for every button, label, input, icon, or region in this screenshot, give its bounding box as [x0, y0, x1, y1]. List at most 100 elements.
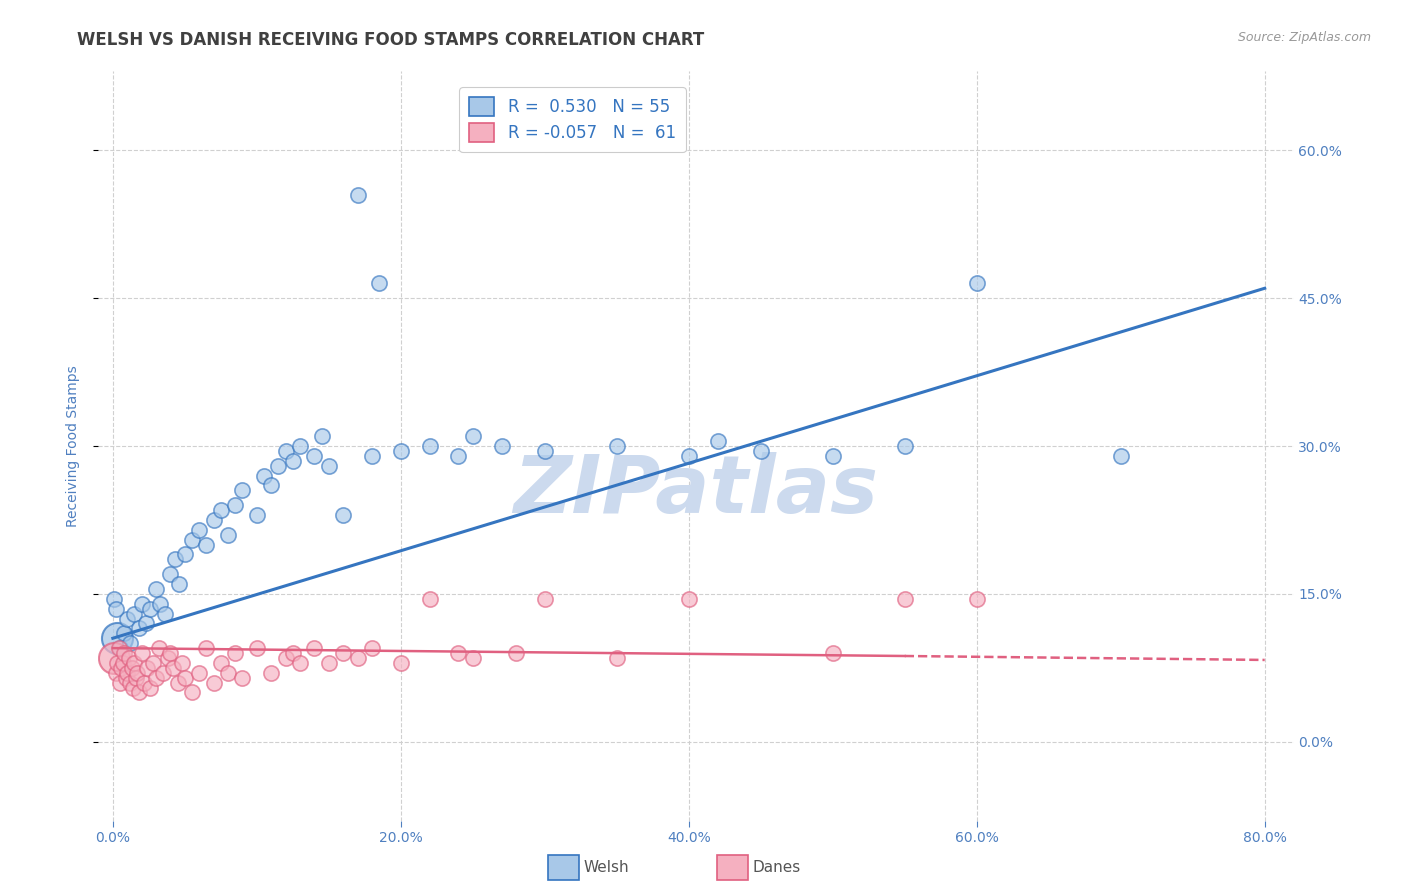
Point — [127, 665, 149, 680]
Point — [533, 444, 555, 458]
Point — [706, 434, 728, 448]
Point — [124, 656, 146, 670]
Text: Danes: Danes — [752, 861, 800, 875]
Point — [332, 646, 354, 660]
Point — [332, 508, 354, 522]
Point — [114, 671, 136, 685]
Point — [893, 591, 915, 606]
Point — [167, 577, 190, 591]
Point — [311, 429, 333, 443]
Point — [318, 656, 340, 670]
Point — [491, 439, 513, 453]
Point — [419, 439, 441, 453]
Point — [1109, 449, 1132, 463]
Y-axis label: Receiving Food Stamps: Receiving Food Stamps — [66, 365, 80, 527]
Point — [173, 548, 195, 562]
Point — [121, 661, 143, 675]
Point — [281, 646, 304, 660]
Point — [202, 513, 225, 527]
Point — [188, 665, 211, 680]
Point — [163, 552, 186, 566]
Text: WELSH VS DANISH RECEIVING FOOD STAMPS CORRELATION CHART: WELSH VS DANISH RECEIVING FOOD STAMPS CO… — [77, 31, 704, 49]
Point — [505, 646, 527, 660]
Point — [108, 675, 131, 690]
Point — [447, 449, 470, 463]
Point — [135, 616, 157, 631]
Point — [389, 656, 412, 670]
Point — [346, 187, 368, 202]
Point — [115, 665, 138, 680]
Point — [118, 651, 141, 665]
Point — [231, 671, 253, 685]
Point — [166, 675, 188, 690]
Point — [142, 656, 165, 670]
Point — [281, 454, 304, 468]
Point — [368, 277, 391, 291]
Point — [202, 675, 225, 690]
Point — [181, 685, 204, 699]
Point — [120, 675, 142, 690]
Point — [606, 651, 628, 665]
Point — [110, 661, 132, 675]
Legend: R =  0.530   N = 55, R = -0.057   N =  61: R = 0.530 N = 55, R = -0.057 N = 61 — [460, 87, 686, 153]
Point — [120, 636, 142, 650]
Point — [288, 656, 311, 670]
Point — [533, 591, 555, 606]
Point — [112, 626, 135, 640]
Point — [209, 503, 232, 517]
Point — [128, 621, 150, 635]
Point — [125, 671, 148, 685]
Point — [149, 597, 172, 611]
Point — [318, 458, 340, 473]
Text: ZIPatlas: ZIPatlas — [513, 452, 879, 530]
Point — [159, 567, 181, 582]
Point — [115, 611, 138, 625]
Text: Welsh: Welsh — [583, 861, 628, 875]
Point — [173, 671, 195, 685]
Point — [122, 681, 145, 695]
Point — [188, 523, 211, 537]
Point — [104, 665, 127, 680]
Point — [209, 656, 232, 670]
Point — [124, 607, 146, 621]
Point — [461, 429, 484, 443]
Point — [105, 656, 128, 670]
Point — [153, 607, 176, 621]
Point — [304, 449, 326, 463]
Point — [195, 538, 218, 552]
Point — [217, 527, 239, 541]
Point — [749, 444, 772, 458]
Point — [606, 439, 628, 453]
Point — [131, 597, 153, 611]
Point — [181, 533, 204, 547]
Point — [260, 665, 283, 680]
Point — [139, 681, 162, 695]
Point — [461, 651, 484, 665]
Text: Source: ZipAtlas.com: Source: ZipAtlas.com — [1237, 31, 1371, 45]
Point — [112, 646, 135, 660]
Point — [893, 439, 915, 453]
Point — [361, 641, 384, 656]
Point — [447, 646, 470, 660]
Point — [389, 444, 412, 458]
Point — [103, 651, 125, 665]
Point — [288, 439, 311, 453]
Point — [260, 478, 283, 492]
Point — [304, 641, 326, 656]
Point — [136, 661, 159, 675]
Point — [678, 449, 700, 463]
Point — [128, 685, 150, 699]
Point — [148, 641, 170, 656]
Point — [131, 646, 153, 660]
Point — [152, 665, 174, 680]
Point — [224, 498, 246, 512]
Point — [361, 449, 384, 463]
Point — [966, 277, 988, 291]
Point — [274, 651, 297, 665]
Point — [821, 449, 844, 463]
Point — [162, 661, 184, 675]
Point — [267, 458, 290, 473]
Point — [104, 601, 127, 615]
Point — [134, 675, 156, 690]
Point — [274, 444, 297, 458]
